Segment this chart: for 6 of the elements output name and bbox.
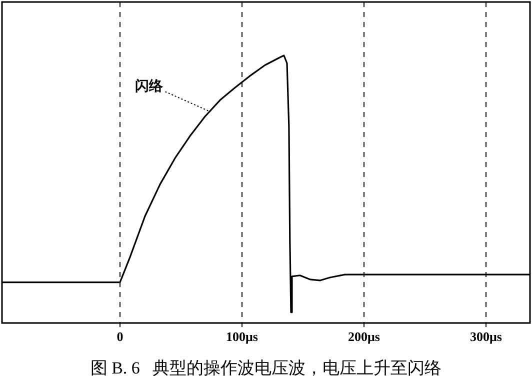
x-tick-label: 0 bbox=[116, 329, 124, 344]
x-tick-label: 200μs bbox=[348, 329, 380, 344]
x-tick-label: 300μs bbox=[470, 329, 502, 344]
text: 图 B. 6 典型的操作波电压波，电压上升至闪络 bbox=[90, 358, 442, 378]
x-tick-label: 100μs bbox=[226, 329, 258, 344]
annotation: 闪络 bbox=[135, 78, 164, 94]
